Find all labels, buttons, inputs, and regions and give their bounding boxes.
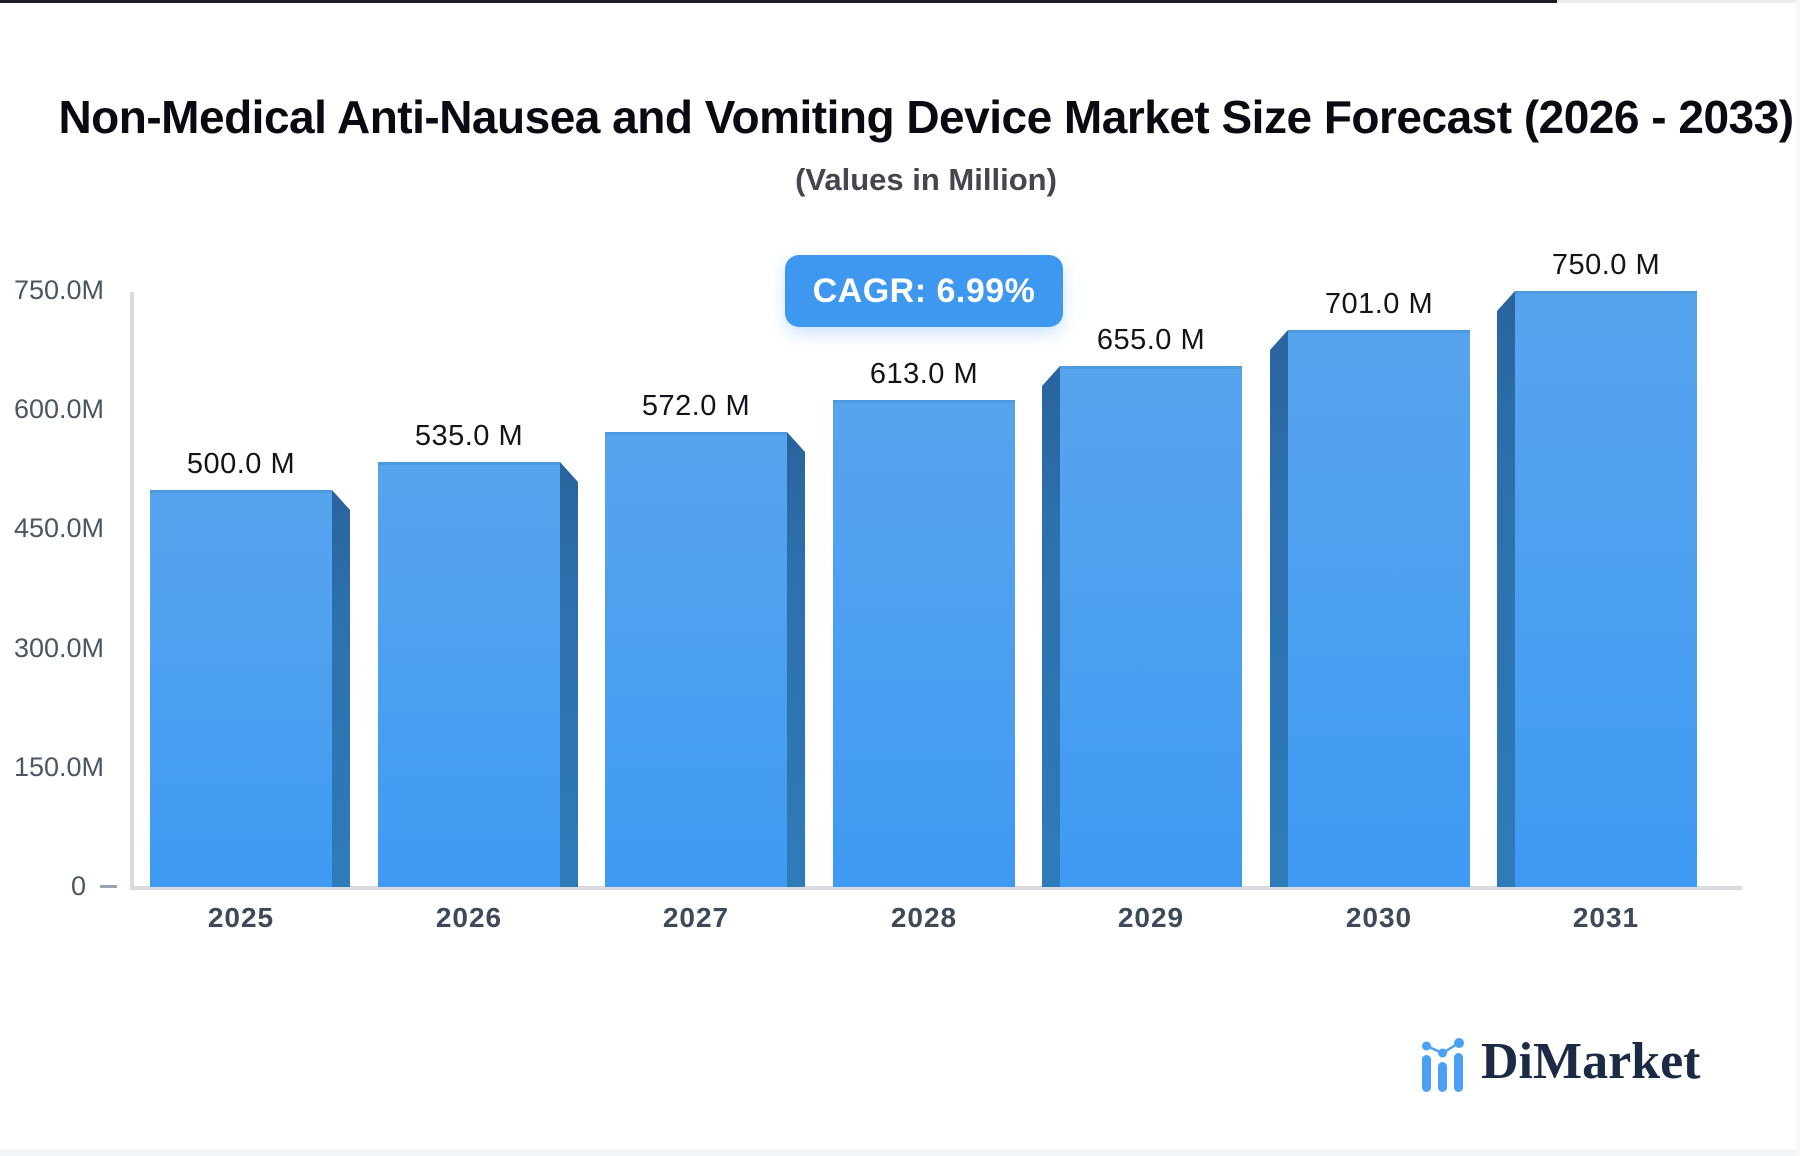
bar-2030-side-face <box>1270 330 1288 887</box>
y-axis-line <box>130 292 134 888</box>
chart-subtitle: (Values in Million) <box>795 162 1057 197</box>
chart-title: Non-Medical Anti-Nausea and Vomiting Dev… <box>58 91 1794 143</box>
cagr-badge: CAGR: 6.99% <box>785 255 1063 327</box>
x-axis-label-2028: 2028 <box>890 902 958 933</box>
top-border <box>0 0 1557 3</box>
brand-logo-text: DiMarket <box>1481 1033 1701 1090</box>
bar-2031 <box>1515 291 1697 887</box>
bar-2027-side-face <box>787 432 805 887</box>
bar-2029-side-face <box>1042 366 1060 887</box>
x-axis-label-2030: 2030 <box>1345 902 1413 933</box>
x-axis-label-2025: 2025 <box>207 902 275 933</box>
bar-value-label: 655.0 M <box>1096 324 1206 356</box>
bar-2027 <box>605 432 787 887</box>
bar-value-label: 535.0 M <box>414 420 524 452</box>
bar-2026 <box>378 462 560 887</box>
bottom-border <box>0 1149 1800 1156</box>
bar-2026-side-face <box>560 462 578 887</box>
cagr-badge-label: CAGR: 6.99% <box>812 271 1036 310</box>
y-axis-tick-label: 0 <box>70 871 86 901</box>
x-axis-line <box>130 886 1742 890</box>
bar-value-label: 500.0 M <box>186 448 296 480</box>
y-axis-tick-label: 750.0M <box>13 275 104 305</box>
y-axis-tick-label: 600.0M <box>13 394 104 424</box>
bar-2025 <box>150 490 332 887</box>
x-axis-label-2031: 2031 <box>1572 902 1640 933</box>
bar-2031-side-face <box>1497 291 1515 887</box>
y-axis-tick-label: 150.0M <box>13 752 104 782</box>
bar-value-label: 572.0 M <box>641 390 751 422</box>
bar-value-label: 701.0 M <box>1324 288 1434 320</box>
x-axis-label-2029: 2029 <box>1117 902 1185 933</box>
bar-2028 <box>833 400 1015 887</box>
x-axis-label-2027: 2027 <box>662 902 730 933</box>
brand-logo: DiMarket <box>1421 1034 1700 1094</box>
right-border <box>1796 0 1800 1156</box>
y-axis-tick-label: 300.0M <box>13 633 104 663</box>
bar-value-label: 613.0 M <box>869 358 979 390</box>
bar-2029 <box>1060 366 1242 887</box>
bar-chart-logo-icon <box>1422 1038 1464 1092</box>
zero-tick-mark <box>100 885 117 888</box>
x-axis-label-2026: 2026 <box>435 902 503 933</box>
bar-2025-side-face <box>332 490 350 887</box>
bar-2030 <box>1288 330 1470 887</box>
bar-value-label: 750.0 M <box>1551 249 1661 281</box>
top-border-light <box>1557 0 1800 3</box>
y-axis-tick-label: 450.0M <box>13 513 104 543</box>
